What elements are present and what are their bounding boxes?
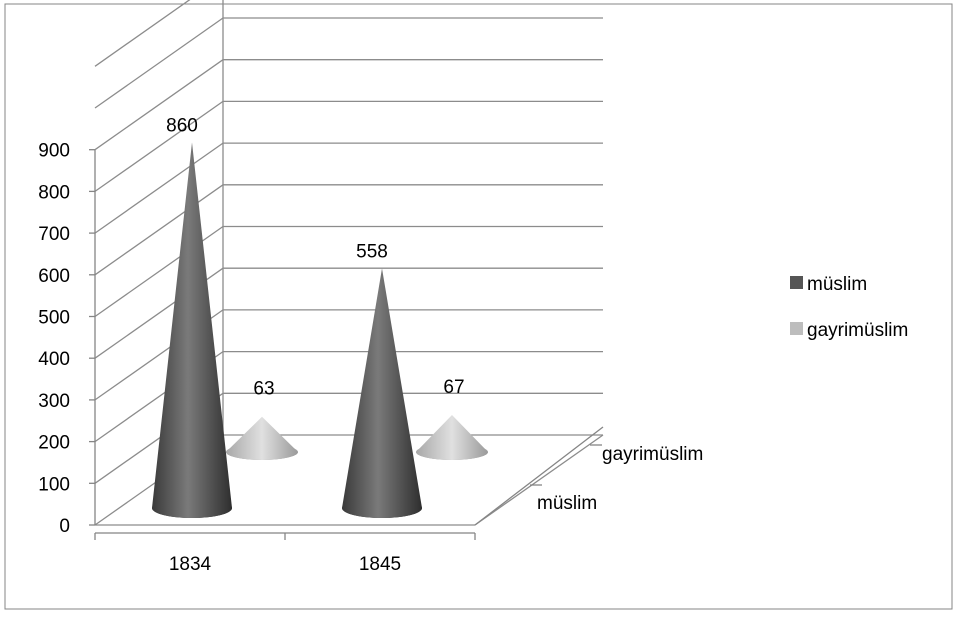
y-tick-label: 100: [38, 474, 70, 495]
cone-gayrimuslim: [416, 415, 488, 460]
gridline-side: [94, 17, 224, 109]
data-label: 63: [253, 379, 274, 400]
x-tick-label: 1834: [169, 554, 212, 575]
legend-label: müslim: [807, 274, 867, 295]
gridline-side: [94, 59, 224, 151]
y-axis: 0 100 200 300 400 500 600 700 800 900: [38, 141, 96, 537]
depth-axis: müslim gayrimüslim: [474, 426, 703, 526]
y-tick-label: 400: [38, 349, 70, 370]
legend-swatch: [790, 322, 803, 335]
floor-right-edge: [474, 434, 604, 526]
x-axis: 1834 1845: [94, 532, 476, 575]
y-tick-label: 200: [38, 433, 70, 454]
gridline-side: [94, 0, 191, 67]
depth-label-front: müslim: [537, 493, 597, 514]
gridline-side: [94, 184, 224, 276]
y-tick-label: 700: [38, 224, 70, 245]
y-tick-label: 900: [38, 141, 70, 162]
legend-label: gayrimüslim: [807, 320, 908, 341]
legend: müslim gayrimüslim: [790, 274, 908, 341]
chart-walls: [95, 0, 604, 526]
legend-swatch: [790, 276, 803, 289]
y-tick-label: 0: [59, 516, 70, 537]
data-label: 67: [443, 377, 464, 398]
data-label: 558: [356, 241, 388, 262]
cone-gayrimuslim: [226, 416, 298, 460]
chart-frame: [4, 3, 953, 610]
depth-axis-line: [474, 426, 604, 526]
y-tick-label: 500: [38, 308, 70, 329]
data-label: 860: [166, 115, 198, 136]
x-tick-label: 1845: [359, 554, 401, 575]
gridline-side: [94, 100, 224, 192]
cone-muslim: [342, 268, 422, 518]
y-tick-label: 800: [38, 182, 70, 203]
gridline-side: [94, 142, 224, 234]
cone-muslim: [152, 142, 232, 518]
y-tick-label: 600: [38, 266, 70, 287]
y-tick-label: 300: [38, 391, 70, 412]
depth-label-back: gayrimüslim: [602, 444, 703, 465]
chart-marks: 860 63 558 67: [152, 115, 488, 518]
